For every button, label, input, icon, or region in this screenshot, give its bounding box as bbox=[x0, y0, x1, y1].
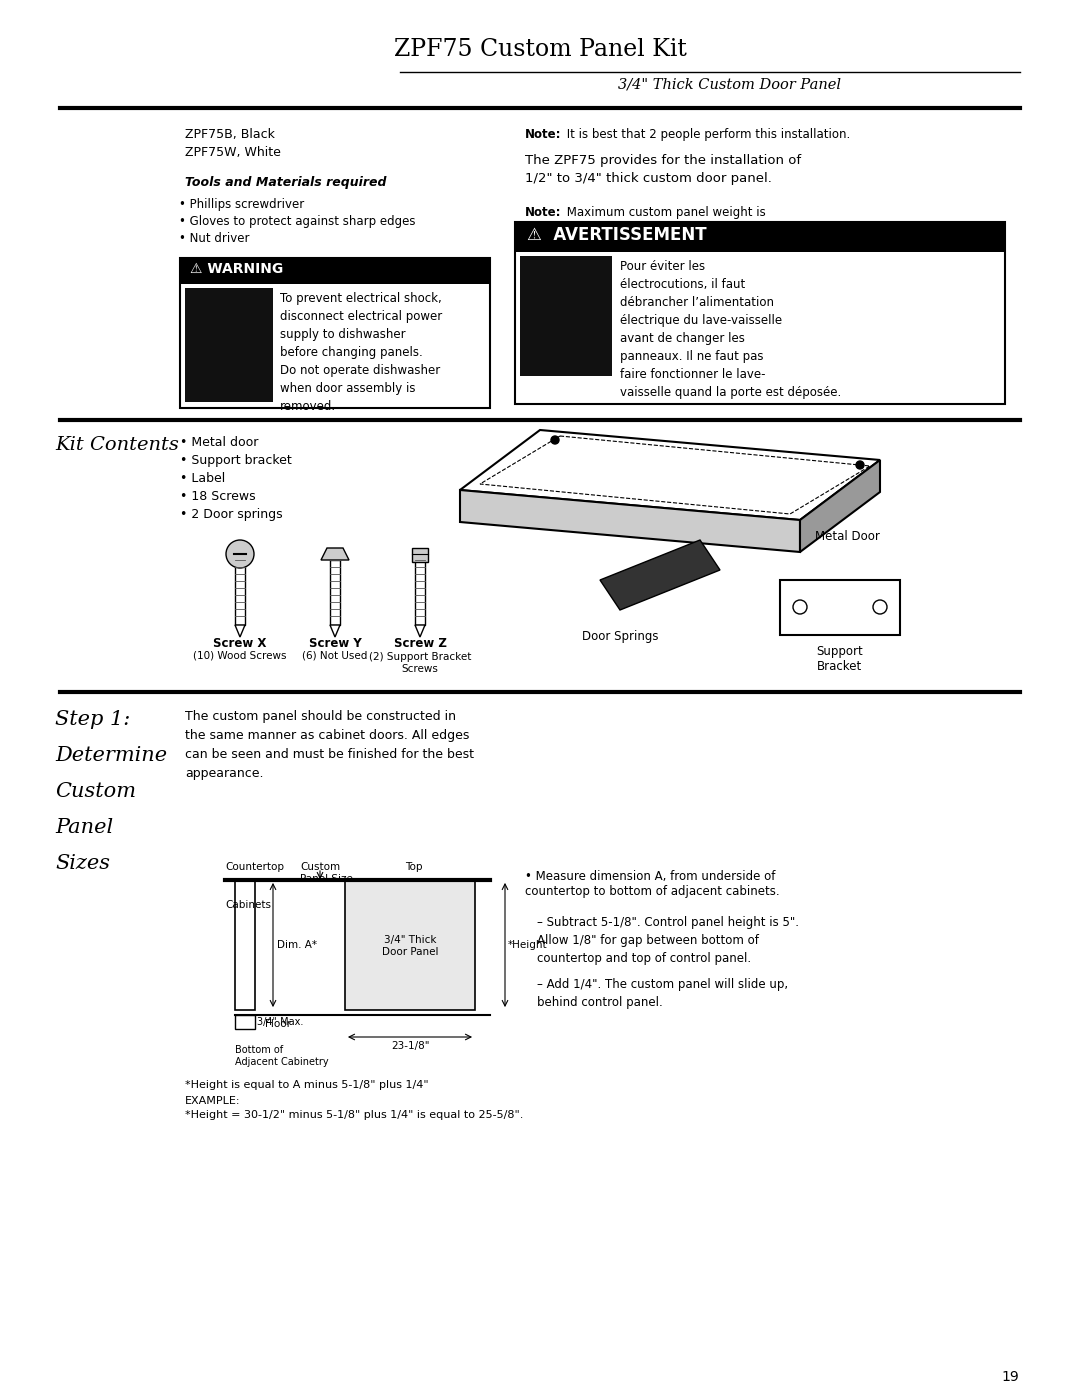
Text: Tools and Materials required: Tools and Materials required bbox=[185, 176, 387, 189]
Text: Metal Door: Metal Door bbox=[815, 529, 880, 543]
Text: – Add 1/4". The custom panel will slide up,
behind control panel.: – Add 1/4". The custom panel will slide … bbox=[537, 978, 788, 1009]
Circle shape bbox=[476, 496, 484, 504]
Text: 23-1/8": 23-1/8" bbox=[391, 1041, 429, 1051]
Bar bbox=[345, 880, 475, 1010]
Text: (6) Not Used: (6) Not Used bbox=[302, 650, 367, 659]
Text: Maximum custom panel weight is
10 pounds.: Maximum custom panel weight is 10 pounds… bbox=[563, 205, 766, 235]
Text: Kit Contents: Kit Contents bbox=[55, 436, 179, 454]
Text: Pour éviter les
électrocutions, il faut
débrancher l’alimentation
électrique du : Pour éviter les électrocutions, il faut … bbox=[620, 260, 841, 400]
Text: (2) Support Bracket
Screws: (2) Support Bracket Screws bbox=[368, 652, 471, 673]
Circle shape bbox=[873, 599, 887, 615]
Text: 19: 19 bbox=[1001, 1370, 1018, 1384]
Text: To prevent electrical shock,
disconnect electrical power
supply to dishwasher
be: To prevent electrical shock, disconnect … bbox=[280, 292, 442, 414]
Circle shape bbox=[551, 436, 559, 444]
Polygon shape bbox=[460, 490, 800, 552]
Text: Determine: Determine bbox=[55, 746, 167, 766]
Text: ⚠ WARNING: ⚠ WARNING bbox=[190, 263, 283, 277]
Polygon shape bbox=[460, 430, 880, 520]
Text: • Metal door: • Metal door bbox=[180, 436, 258, 448]
Text: Door Springs: Door Springs bbox=[582, 630, 658, 643]
Text: Screw Y: Screw Y bbox=[309, 637, 362, 650]
Text: Dim. A*: Dim. A* bbox=[276, 940, 318, 950]
Text: *Height = 30-1/2" minus 5-1/8" plus 1/4" is equal to 25-5/8".: *Height = 30-1/2" minus 5-1/8" plus 1/4"… bbox=[185, 1111, 524, 1120]
Text: (10) Wood Screws: (10) Wood Screws bbox=[193, 650, 287, 659]
Text: – Subtract 5-1/8". Control panel height is 5".
Allow 1/8" for gap between bottom: – Subtract 5-1/8". Control panel height … bbox=[537, 916, 799, 965]
Text: ZPF75 Custom Panel Kit: ZPF75 Custom Panel Kit bbox=[393, 38, 687, 61]
Text: The custom panel should be constructed in
the same manner as cabinet doors. All : The custom panel should be constructed i… bbox=[185, 710, 474, 780]
Text: • Gloves to protect against sharp edges: • Gloves to protect against sharp edges bbox=[179, 215, 416, 228]
Bar bbox=[330, 560, 340, 624]
Text: Top: Top bbox=[405, 862, 422, 872]
Polygon shape bbox=[330, 624, 340, 637]
Text: • Phillips screwdriver: • Phillips screwdriver bbox=[179, 198, 305, 211]
Text: Custom
Panel Size: Custom Panel Size bbox=[300, 862, 353, 883]
Circle shape bbox=[856, 461, 864, 469]
Bar bbox=[519, 256, 612, 376]
Circle shape bbox=[226, 541, 254, 569]
Text: Step 1:: Step 1: bbox=[55, 710, 131, 729]
Text: Bottom of
Adjacent Cabinetry: Bottom of Adjacent Cabinetry bbox=[235, 1045, 328, 1066]
Bar bbox=[780, 580, 900, 636]
Text: Countertop: Countertop bbox=[225, 862, 284, 872]
Bar bbox=[180, 258, 490, 408]
Text: • Measure dimension A, from underside of
countertop to bottom of adjacent cabine: • Measure dimension A, from underside of… bbox=[525, 870, 780, 898]
Text: 3/4" Max.: 3/4" Max. bbox=[257, 1017, 303, 1027]
Bar bbox=[411, 548, 428, 562]
Bar bbox=[235, 1016, 255, 1030]
Text: Sizes: Sizes bbox=[55, 854, 110, 873]
Text: *Height: *Height bbox=[508, 940, 548, 950]
Text: Screw X: Screw X bbox=[214, 637, 267, 650]
Text: Note:: Note: bbox=[525, 205, 562, 219]
Text: Panel: Panel bbox=[55, 819, 113, 837]
Text: Support
Bracket: Support Bracket bbox=[816, 645, 863, 673]
Text: 3/4" Thick Custom Door Panel: 3/4" Thick Custom Door Panel bbox=[619, 78, 841, 92]
Bar bbox=[415, 560, 426, 624]
Text: • Label: • Label bbox=[180, 472, 226, 485]
Polygon shape bbox=[235, 624, 245, 637]
Bar bbox=[515, 222, 1005, 404]
Polygon shape bbox=[800, 460, 880, 552]
Text: Floor: Floor bbox=[265, 1018, 291, 1030]
Circle shape bbox=[793, 599, 807, 615]
Polygon shape bbox=[415, 624, 426, 637]
Bar bbox=[515, 222, 1005, 251]
Text: EXAMPLE:: EXAMPLE: bbox=[185, 1097, 241, 1106]
Text: ⚠  AVERTISSEMENT: ⚠ AVERTISSEMENT bbox=[527, 226, 706, 244]
Text: ZPF75W, White: ZPF75W, White bbox=[185, 147, 281, 159]
Bar bbox=[235, 880, 255, 1010]
Text: The ZPF75 provides for the installation of
1/2" to 3/4" thick custom door panel.: The ZPF75 provides for the installation … bbox=[525, 154, 801, 184]
Text: *Height is equal to A minus 5-1/8" plus 1/4": *Height is equal to A minus 5-1/8" plus … bbox=[185, 1080, 429, 1090]
Polygon shape bbox=[600, 541, 720, 610]
Text: Custom: Custom bbox=[55, 782, 136, 800]
Text: It is best that 2 people perform this installation.: It is best that 2 people perform this in… bbox=[563, 129, 850, 141]
Text: 3/4" Thick
Door Panel: 3/4" Thick Door Panel bbox=[381, 935, 438, 957]
Text: Screw Z: Screw Z bbox=[393, 637, 446, 650]
Bar bbox=[235, 560, 245, 624]
Bar bbox=[185, 288, 273, 402]
Text: ZPF75B, Black: ZPF75B, Black bbox=[185, 129, 275, 141]
Text: • Support bracket: • Support bracket bbox=[180, 454, 292, 467]
Polygon shape bbox=[321, 548, 349, 560]
Text: • 2 Door springs: • 2 Door springs bbox=[180, 509, 283, 521]
Bar bbox=[180, 258, 490, 284]
Text: Note:: Note: bbox=[525, 129, 562, 141]
Text: • 18 Screws: • 18 Screws bbox=[180, 490, 256, 503]
Text: Cabinets: Cabinets bbox=[225, 900, 271, 909]
Text: • Nut driver: • Nut driver bbox=[179, 232, 249, 244]
